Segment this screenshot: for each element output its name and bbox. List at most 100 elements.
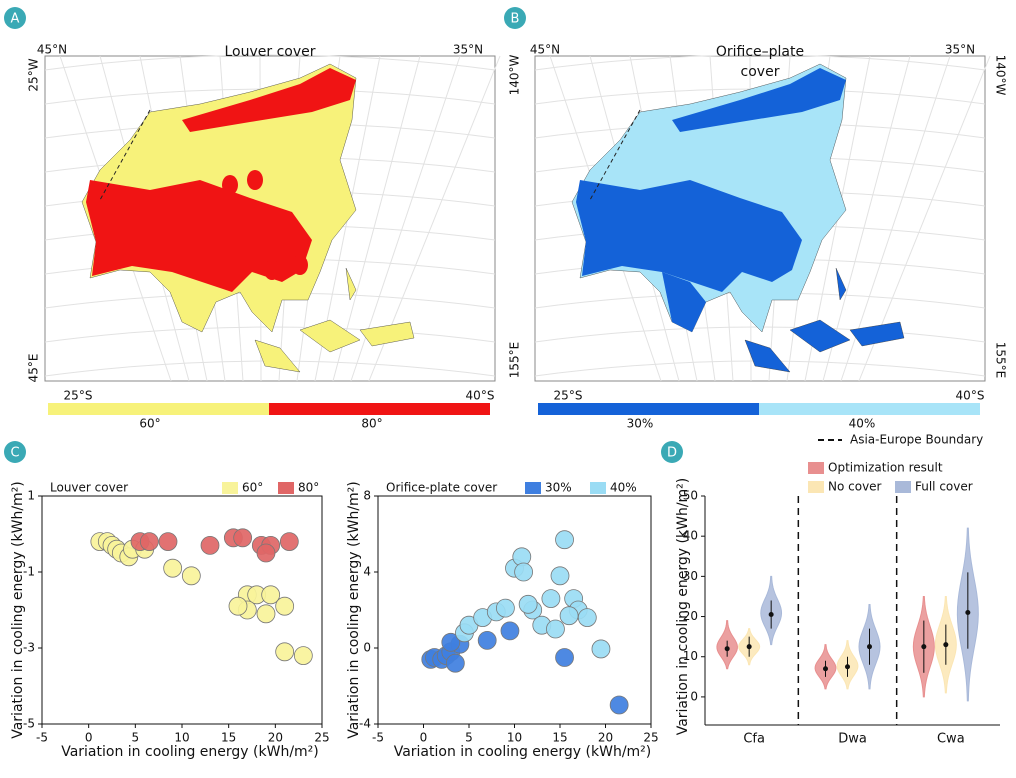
mean-dot: [845, 664, 850, 670]
point: [200, 536, 220, 555]
boundary: [99, 109, 151, 201]
boundary: [589, 109, 641, 201]
mean-dot: [867, 644, 872, 650]
mean-dot: [724, 646, 730, 652]
x-axis-label: Variation in cooling energy (kWh/m²): [61, 744, 319, 760]
y-tick-label: 30: [683, 569, 698, 583]
x-tick-label: 0: [85, 731, 93, 745]
point: [609, 695, 629, 715]
corner-label: 35°N: [945, 43, 975, 57]
map-title: Orifice–plate: [716, 44, 804, 60]
point: [275, 596, 295, 616]
island: [789, 319, 851, 353]
panel-label: B: [511, 12, 520, 27]
point: [546, 619, 565, 639]
point: [559, 606, 579, 626]
island: [254, 339, 301, 373]
climate-zone: [576, 180, 802, 292]
graticule: [332, 55, 421, 382]
mean-dot: [921, 644, 927, 650]
map-title: Louver cover: [224, 44, 315, 60]
island: [299, 319, 361, 353]
legend-swatch: [808, 481, 824, 493]
x-tick-label: -5: [372, 731, 384, 745]
graticule: [44, 54, 496, 71]
y-tick-label: -1: [23, 565, 35, 579]
x-tick-label: -5: [36, 731, 48, 745]
graticule: [350, 55, 461, 382]
climate-zone: [86, 180, 312, 292]
point: [518, 594, 538, 614]
x-tick-label: 10: [507, 731, 522, 745]
island: [345, 267, 357, 301]
legend-label: 80°: [361, 417, 382, 431]
graticule: [822, 55, 911, 382]
x-tick-label: 25: [643, 731, 658, 745]
x-tick-label: 0: [420, 731, 428, 745]
corner-label: 155°E: [994, 342, 1008, 379]
x-tick-label: Cwa: [937, 732, 965, 747]
y-tick-label: -5: [23, 717, 35, 731]
map-title: cover: [741, 64, 780, 80]
point: [445, 653, 465, 673]
point: [256, 604, 276, 624]
map: [534, 54, 991, 382]
point: [158, 532, 178, 551]
point: [256, 543, 276, 563]
legend-label: 60°: [242, 481, 263, 495]
y-axis-label: Variation in cooling energy (kWh/m²): [346, 481, 362, 739]
panel-badge: [4, 441, 26, 463]
y-tick-label: -3: [23, 641, 35, 655]
x-tick-label: 5: [132, 731, 140, 745]
y-tick-label: 10: [683, 649, 698, 663]
legend-swatch: [278, 482, 294, 494]
island: [849, 321, 905, 347]
range-label: 25°S: [64, 389, 93, 403]
legend-label: No cover: [828, 480, 882, 494]
y-tick-label: 20: [683, 609, 698, 623]
legend-label: 60°: [139, 417, 160, 431]
panel-label: C: [10, 446, 19, 461]
point: [500, 621, 520, 641]
range-label: 40°S: [466, 389, 495, 403]
graticule: [534, 54, 986, 71]
range-label: 40°S: [956, 389, 985, 403]
x-axis-label: Variation in cooling energy (kWh/m²): [394, 744, 652, 760]
legend-swatch: [895, 481, 911, 493]
y-axis-label: Variation in cooling energy (kWh/m²): [675, 478, 691, 736]
y-tick-label: 0: [690, 689, 698, 703]
x-tick-label: 10: [174, 731, 189, 745]
x-tick-label: 25: [314, 731, 329, 745]
climate-zone: [247, 170, 263, 190]
point: [275, 642, 295, 662]
legend-swatch: [269, 403, 490, 415]
corner-label: 25°W: [27, 58, 41, 91]
legend-swatch: [538, 403, 759, 415]
point: [261, 585, 281, 605]
climate-zone: [672, 68, 846, 132]
point: [550, 566, 570, 586]
legend-swatch: [590, 482, 606, 494]
point: [181, 566, 201, 586]
y-tick-label: -4: [359, 717, 371, 731]
point: [495, 598, 515, 618]
corner-label: 45°E: [27, 354, 41, 383]
point: [555, 648, 574, 667]
point: [477, 631, 497, 650]
corner-label: 140°W: [508, 54, 522, 95]
point: [139, 532, 159, 551]
map: [44, 54, 501, 382]
island: [835, 267, 847, 301]
legend-label: 40%: [849, 417, 876, 431]
panel-badge: [661, 441, 683, 463]
legend-swatch: [48, 403, 269, 415]
corner-label: 45°N: [37, 43, 67, 57]
legend-label: 80°: [298, 481, 319, 495]
y-tick-label: 40: [683, 529, 698, 543]
legend-swatch: [222, 482, 238, 494]
point: [279, 532, 299, 551]
corner-label: 140°W: [994, 55, 1008, 96]
y-tick-label: 0: [363, 641, 371, 655]
climate-zone: [292, 255, 308, 275]
